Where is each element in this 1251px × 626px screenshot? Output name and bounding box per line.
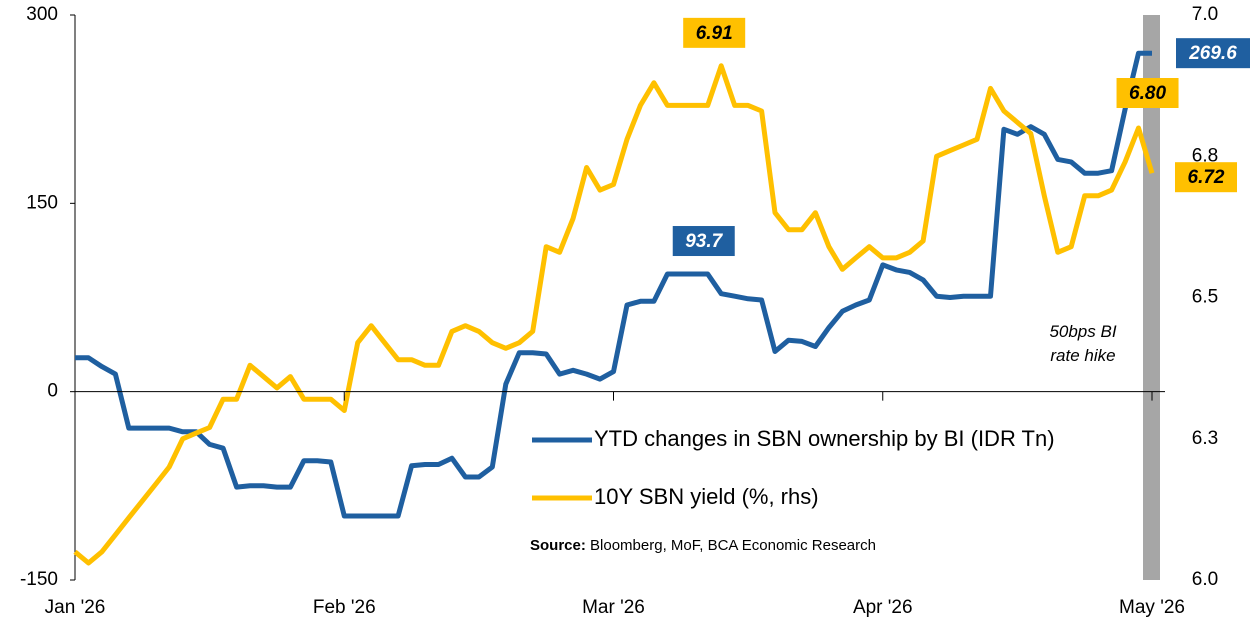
value-label: 269.6 bbox=[1188, 43, 1237, 64]
legend-label: 10Y SBN yield (%, rhs) bbox=[594, 484, 819, 509]
annotation: 50bps BI rate hike bbox=[1049, 322, 1117, 365]
y-tick-label: 0 bbox=[47, 381, 58, 402]
y-tick-label: -150 bbox=[20, 569, 58, 590]
value-label: 6.80 bbox=[1129, 83, 1166, 104]
value-label: 6.72 bbox=[1188, 167, 1225, 188]
value-label: 93.7 bbox=[685, 231, 723, 252]
x-tick-label: May '26 bbox=[1119, 597, 1185, 618]
source-label: Source: bbox=[530, 537, 586, 554]
x-tick-label: Mar '26 bbox=[582, 597, 645, 618]
series-line bbox=[73, 63, 1155, 566]
y2-tick-label: 7.0 bbox=[1192, 4, 1218, 25]
value-label: 6.91 bbox=[696, 23, 733, 44]
value-label-box bbox=[672, 226, 735, 257]
x-tick-label: Feb '26 bbox=[313, 597, 376, 618]
source-text: Bloomberg, MoF, BCA Economic Research bbox=[590, 537, 876, 554]
y2-tick-label: 6.5 bbox=[1192, 287, 1218, 308]
y2-tick-label: 6.0 bbox=[1192, 569, 1218, 590]
source: Source: Bloomberg, MoF, BCA Economic Res… bbox=[530, 537, 876, 554]
y-tick-label: 300 bbox=[26, 4, 58, 25]
value-label-box bbox=[683, 17, 746, 48]
y2-tick-label: 6.8 bbox=[1192, 145, 1218, 166]
x-tick-label: Apr '26 bbox=[853, 597, 913, 618]
y2-tick-label: 6.3 bbox=[1192, 428, 1218, 449]
value-label-box bbox=[1175, 162, 1237, 193]
value-label-box bbox=[1176, 38, 1250, 69]
legend: YTD changes in SBN ownership by BI (IDR … bbox=[530, 426, 1055, 554]
legend-label: YTD changes in SBN ownership by BI (IDR … bbox=[594, 426, 1055, 451]
series-line bbox=[75, 50, 1152, 519]
value-label-box bbox=[1116, 78, 1179, 108]
x-tick-label: Jan '26 bbox=[45, 597, 106, 618]
y-tick-label: 150 bbox=[26, 192, 58, 213]
